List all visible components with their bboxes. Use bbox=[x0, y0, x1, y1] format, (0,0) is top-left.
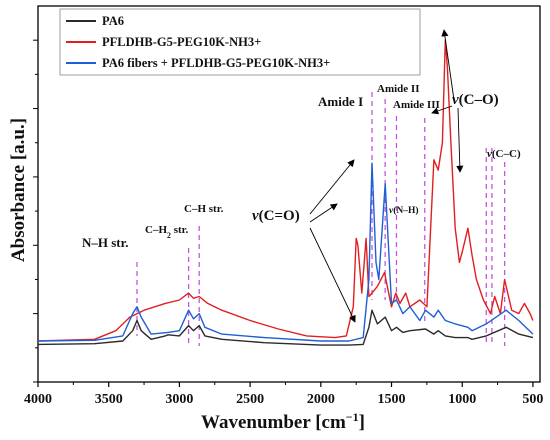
annotation-0: N–H str. bbox=[82, 235, 128, 250]
plot-frame bbox=[37, 5, 541, 383]
annotation-8: ν(C–O) bbox=[452, 92, 499, 108]
x-axis-title: Wavenumber [cm−1] bbox=[201, 410, 365, 433]
legend-entry-pa6-fibers: PA6 fibers + PFLDHB-G5-PEG10K-NH3+ bbox=[66, 56, 330, 70]
marker-lines bbox=[136, 92, 506, 346]
annotation-4: Amide II bbox=[377, 83, 419, 95]
x-tick-label-2000: 2000 bbox=[307, 392, 335, 407]
annotation-3: Amide I bbox=[318, 94, 363, 109]
legend-label-pa6: PA6 bbox=[102, 14, 124, 28]
annotation-arrow-5 bbox=[456, 107, 464, 173]
legend-label-pa6-fibers: PA6 fibers + PFLDHB-G5-PEG10K-NH3+ bbox=[102, 56, 330, 70]
x-tick-label-1000: 1000 bbox=[448, 392, 476, 407]
annotation-arrow-0 bbox=[309, 159, 355, 215]
legend-label-pfldhb: PFLDHB-G5-PEG10K-NH3+ bbox=[102, 35, 261, 49]
series-line-2 bbox=[37, 162, 534, 342]
x-tick-label-3000: 3000 bbox=[165, 392, 193, 407]
annotation-9: ν(C–C) bbox=[487, 148, 521, 160]
legend: PA6 PFLDHB-G5-PEG10K-NH3+ PA6 fibers + P… bbox=[59, 8, 421, 76]
annotation-arrow-1 bbox=[309, 203, 338, 223]
x-tick-label-3500: 3500 bbox=[95, 392, 123, 407]
x-axis-ticks: 4000 3500 3000 2500 2000 1500 1000 500 bbox=[24, 382, 543, 407]
y-axis-ticks bbox=[33, 39, 38, 383]
series-line-1 bbox=[37, 39, 534, 342]
x-tick-label-1500: 1500 bbox=[378, 392, 406, 407]
annotation-2: C–H str. bbox=[184, 203, 224, 215]
legend-entry-pfldhb: PFLDHB-G5-PEG10K-NH3+ bbox=[66, 35, 261, 49]
series-line-0 bbox=[37, 309, 534, 346]
x-tick-label-4000: 4000 bbox=[24, 392, 52, 407]
x-tick-label-2500: 2500 bbox=[236, 392, 264, 407]
annotation-1: C–H2 str. bbox=[145, 224, 189, 240]
annotation-arrow-4 bbox=[431, 105, 453, 115]
legend-box bbox=[59, 8, 421, 76]
spectra-lines bbox=[37, 39, 534, 346]
annotation-7: ν(C=O) bbox=[252, 208, 300, 224]
y-axis-title: Absorbance [a.u.] bbox=[8, 118, 29, 262]
legend-entry-pa6: PA6 bbox=[66, 14, 124, 28]
x-tick-label-500: 500 bbox=[522, 392, 543, 407]
annotation-5: Amide III bbox=[393, 99, 440, 111]
annotation-arrow-2 bbox=[309, 227, 356, 323]
annotation-6: ν(N–H) bbox=[389, 205, 419, 216]
annotations: N–H str. C–H2 str. C–H str. Amide I Amide II… bbox=[82, 29, 521, 323]
annotation-arrow-3 bbox=[441, 29, 455, 101]
